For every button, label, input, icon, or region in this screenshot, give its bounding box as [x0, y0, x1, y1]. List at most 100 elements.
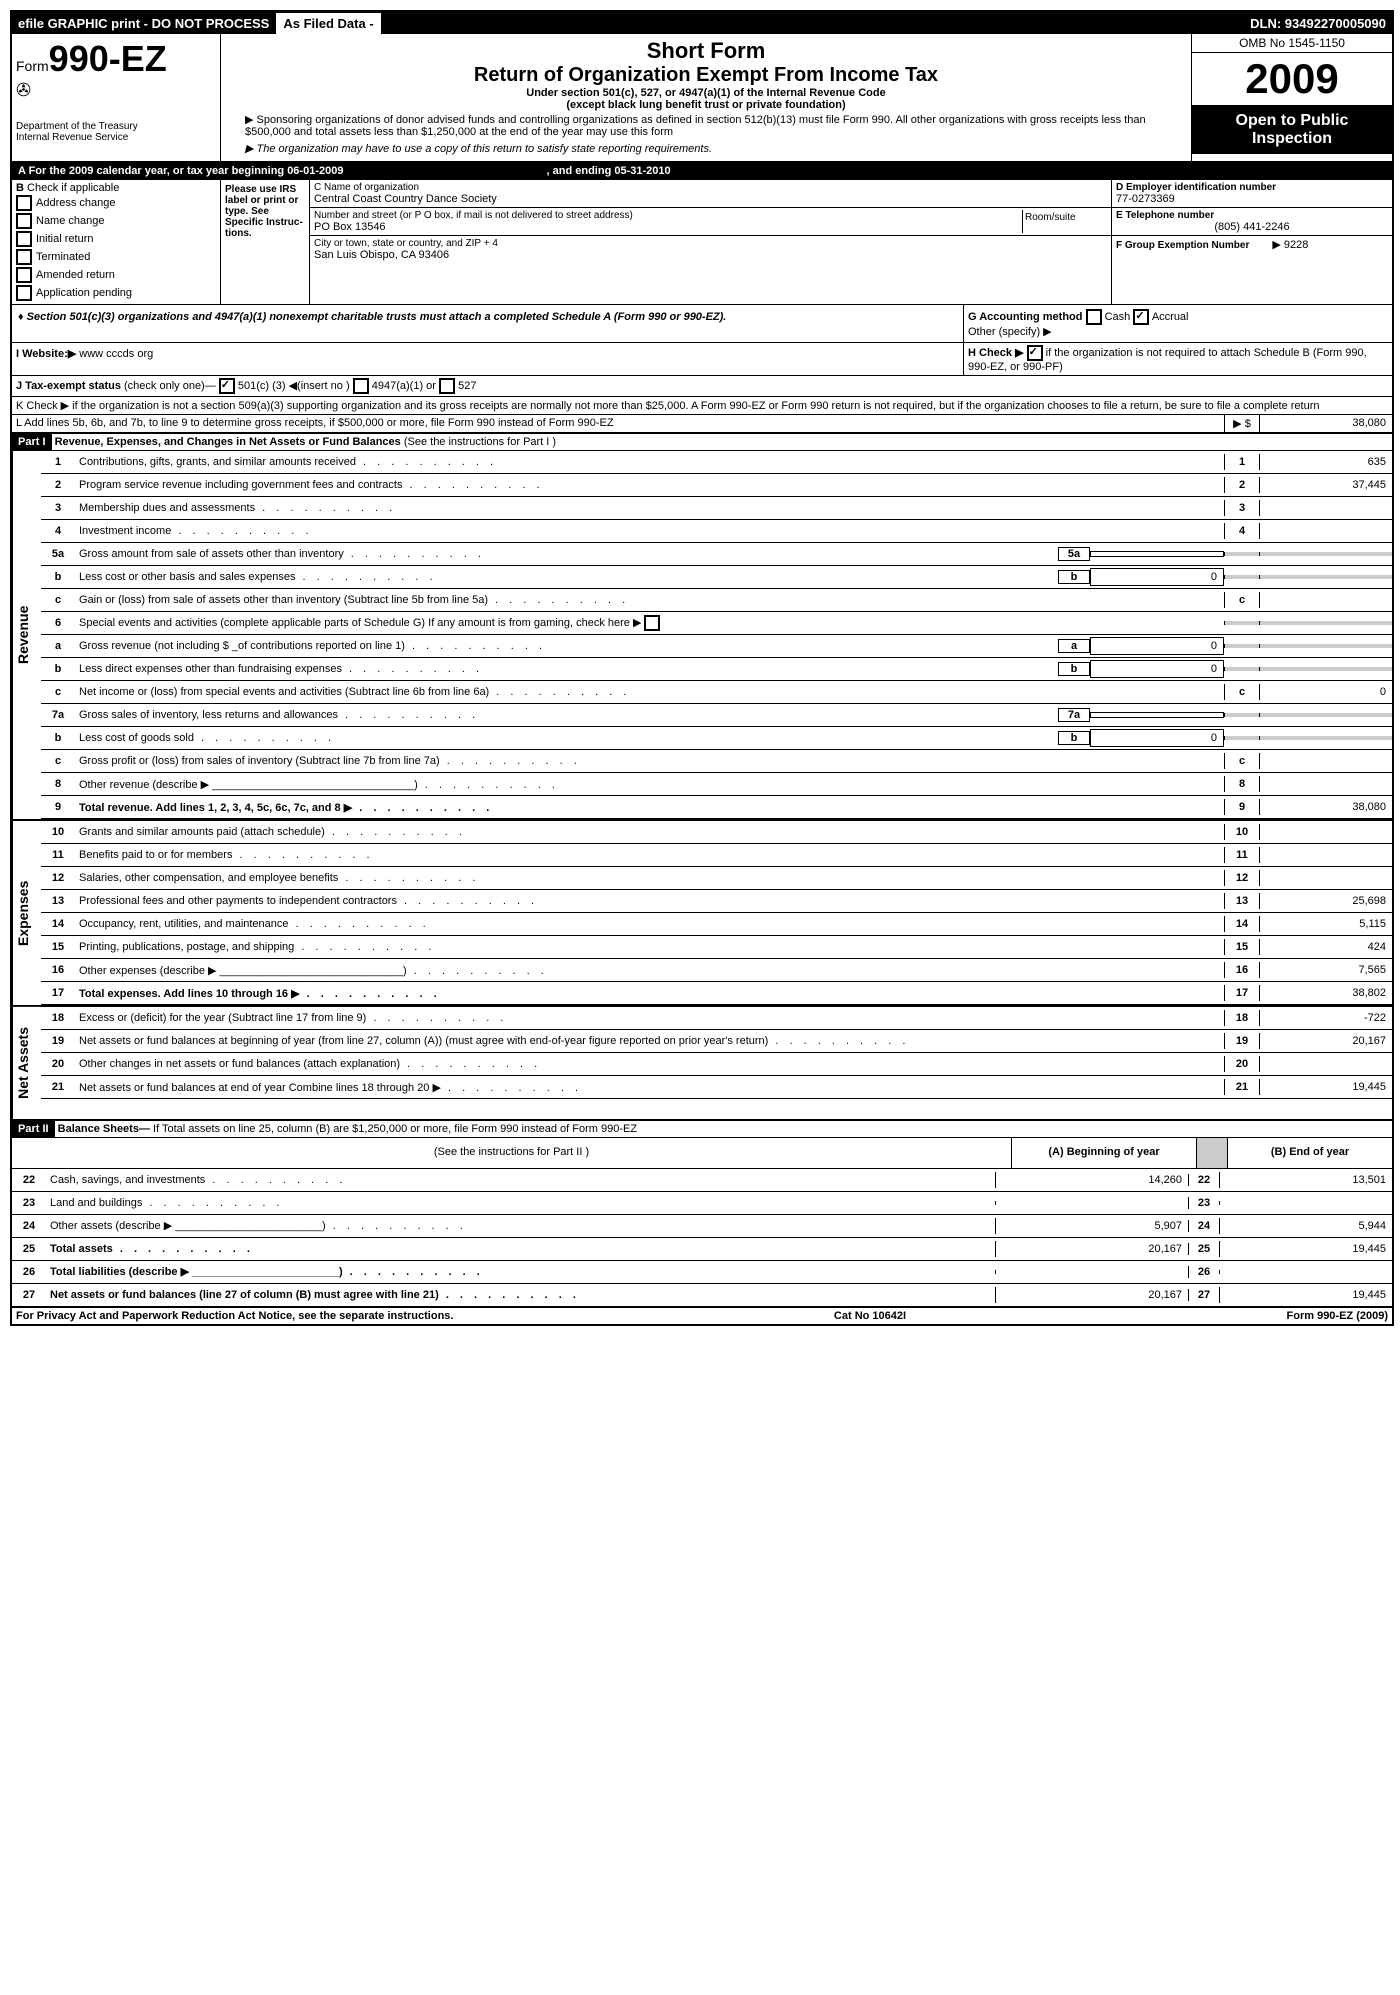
num-18: 18 — [41, 1010, 75, 1026]
j-501c-checkbox[interactable] — [219, 378, 235, 394]
sub-num-5a: 5a — [1058, 547, 1090, 561]
line-4: 4Investment income4 — [41, 520, 1392, 543]
amt-8 — [1260, 782, 1392, 786]
j-527-checkbox[interactable] — [439, 378, 455, 394]
num-2: 2 — [41, 477, 75, 493]
initial-return-checkbox[interactable] — [16, 231, 32, 247]
desc-16: Other expenses (describe ▶ _____________… — [75, 962, 1224, 979]
box-2: 2 — [1224, 477, 1260, 493]
terminated-checkbox[interactable] — [16, 249, 32, 265]
org-name: Central Coast Country Dance Society — [314, 193, 1107, 205]
accrual-label: Accrual — [1152, 311, 1189, 323]
box-c: c — [1224, 753, 1260, 769]
desc-21: Net assets or fund balances at end of ye… — [75, 1079, 1224, 1096]
desc-11: Benefits paid to or for members — [75, 847, 1224, 863]
box-9: 9 — [1224, 799, 1260, 815]
col-a-header: (A) Beginning of year — [1011, 1138, 1196, 1168]
amt-9: 38,080 — [1260, 799, 1392, 815]
line-b: bLess cost or other basis and sales expe… — [41, 566, 1392, 589]
box-b — [1224, 575, 1260, 579]
amended-checkbox[interactable] — [16, 267, 32, 283]
line-10: 10Grants and similar amounts paid (attac… — [41, 821, 1392, 844]
box-15: 15 — [1224, 939, 1260, 955]
part2-title: Balance Sheets— — [58, 1123, 150, 1135]
num-7a: 7a — [41, 707, 75, 723]
line-7a: 7aGross sales of inventory, less returns… — [41, 704, 1392, 727]
addr-label: Number and street (or P O box, if mail i… — [314, 210, 633, 221]
j-text: (check only one)— — [124, 380, 216, 392]
h-checkbox[interactable] — [1027, 345, 1043, 361]
num-15: 15 — [41, 939, 75, 955]
box-c: c — [1224, 684, 1260, 700]
line-19: 19Net assets or fund balances at beginni… — [41, 1030, 1392, 1053]
part1-body: Revenue 1Contributions, gifts, grants, a… — [12, 451, 1392, 819]
amt-3 — [1260, 506, 1392, 510]
num-4: 4 — [41, 523, 75, 539]
section-i-h: I Website:▶ www cccds org H Check ▶ if t… — [12, 343, 1392, 376]
box-5a — [1224, 552, 1260, 556]
instr1: ▶ Sponsoring organizations of donor advi… — [241, 111, 1171, 140]
part2-instr: (See the instructions for Part II ) — [12, 1138, 1011, 1168]
name-change-checkbox[interactable] — [16, 213, 32, 229]
desc-15: Printing, publications, postage, and shi… — [75, 939, 1224, 955]
sub-num-7a: 7a — [1058, 708, 1090, 722]
num-b: b — [41, 569, 75, 585]
box-3: 3 — [1224, 500, 1260, 516]
accrual-checkbox[interactable] — [1133, 309, 1149, 325]
box-8: 8 — [1224, 776, 1260, 792]
num-11: 11 — [41, 847, 75, 863]
org-address: PO Box 13546 — [314, 221, 1022, 233]
box-20: 20 — [1224, 1056, 1260, 1072]
asfiled-label: As Filed Data - — [276, 13, 380, 34]
amt-18: -722 — [1260, 1010, 1392, 1026]
box-12: 12 — [1224, 870, 1260, 886]
desc-10: Grants and similar amounts paid (attach … — [75, 824, 1224, 840]
amt-16: 7,565 — [1260, 962, 1392, 978]
pending-checkbox[interactable] — [16, 285, 32, 301]
amt-c: 0 — [1260, 684, 1392, 700]
line-12: 12Salaries, other compensation, and empl… — [41, 867, 1392, 890]
num-19: 19 — [41, 1033, 75, 1049]
desc-19: Net assets or fund balances at beginning… — [75, 1033, 1224, 1049]
instr2: ▶ The organization may have to use a cop… — [241, 140, 1171, 157]
amt-15: 424 — [1260, 939, 1392, 955]
sub-num-a: a — [1058, 639, 1090, 653]
desc-c: Gain or (loss) from sale of assets other… — [75, 592, 1224, 608]
desc-b: Less cost of goods sold — [75, 730, 1058, 746]
org-info-block: B Check if applicable Address change Nam… — [12, 180, 1392, 305]
desc-7a: Gross sales of inventory, less returns a… — [75, 707, 1058, 723]
line-8: 8Other revenue (describe ▶ _____________… — [41, 773, 1392, 796]
bal-line-24: 24Other assets (describe ▶ _____________… — [12, 1215, 1392, 1238]
box-16: 16 — [1224, 962, 1260, 978]
form-prefix: Form — [16, 58, 49, 74]
desc-5a: Gross amount from sale of assets other t… — [75, 546, 1058, 562]
section-k: K Check ▶ if the organization is not a s… — [12, 397, 1392, 415]
sub-num-b: b — [1058, 731, 1090, 745]
open-public: Open to Public Inspection — [1192, 106, 1392, 154]
desc-a: Gross revenue (not including $ _of contr… — [75, 638, 1058, 654]
line-13: 13Professional fees and other payments t… — [41, 890, 1392, 913]
addr-change-checkbox[interactable] — [16, 195, 32, 211]
cash-label: Cash — [1105, 311, 1131, 323]
part2-header: Part II Balance Sheets— If Total assets … — [12, 1119, 1392, 1137]
tax-year: 2009 — [1192, 53, 1392, 106]
line-5a: 5aGross amount from sale of assets other… — [41, 543, 1392, 566]
num-a: a — [41, 638, 75, 654]
subtitle1: Under section 501(c), 527, or 4947(a)(1)… — [241, 87, 1171, 99]
amt-10 — [1260, 830, 1392, 834]
cash-checkbox[interactable] — [1086, 309, 1102, 325]
line-17: 17Total expenses. Add lines 10 through 1… — [41, 982, 1392, 1005]
sub-amt-a: 0 — [1090, 637, 1224, 655]
line-11: 11Benefits paid to or for members11 — [41, 844, 1392, 867]
j-4947-checkbox[interactable] — [353, 378, 369, 394]
amt-c — [1260, 759, 1392, 763]
desc-8: Other revenue (describe ▶ ______________… — [75, 776, 1224, 793]
amt-12 — [1260, 876, 1392, 880]
bal-line-22: 22Cash, savings, and investments14,26022… — [12, 1169, 1392, 1192]
expenses-vlabel: Expenses — [12, 821, 41, 1005]
desc-2: Program service revenue including govern… — [75, 477, 1224, 493]
l-text: L Add lines 5b, 6b, and 7b, to line 9 to… — [12, 415, 1224, 432]
amt-7a — [1260, 713, 1392, 717]
num-8: 8 — [41, 776, 75, 792]
num-10: 10 — [41, 824, 75, 840]
